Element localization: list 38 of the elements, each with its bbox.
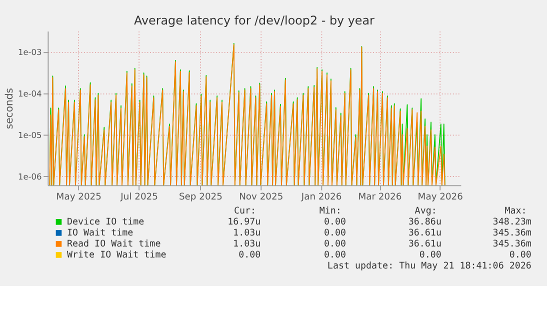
text: 345.36m — [492, 228, 532, 239]
x-tick-label: May 2025 — [56, 191, 102, 202]
text: 0.00 — [324, 228, 346, 239]
text: 348.23m — [492, 216, 532, 228]
x-tick-label: Sep 2025 — [178, 191, 223, 202]
text: 0.00 — [324, 250, 346, 261]
legend-label: IO Wait time — [67, 228, 134, 239]
text: Min: — [319, 206, 342, 217]
y-tick-label: 1e-05 — [18, 130, 42, 140]
y-tick-label: 1e-03 — [18, 47, 42, 58]
text: 0.00 — [419, 250, 442, 261]
chart-title: Average latency for /dev/loop2 - by year — [134, 14, 375, 28]
text: 36.61u — [408, 228, 442, 239]
legend-label: Write IO Wait time — [67, 250, 166, 261]
x-tick-label: Nov 2025 — [239, 191, 284, 202]
x-tick-label: May 2026 — [418, 191, 464, 202]
text: 0.00 — [238, 250, 261, 261]
text: 1.03u — [233, 228, 261, 239]
text: 345.36m — [492, 238, 532, 250]
text: Cur: — [234, 206, 256, 217]
x-tick-label: Jul 2025 — [120, 191, 158, 202]
legend-label: Read IO Wait time — [67, 238, 161, 250]
text: 0.00 — [324, 216, 346, 228]
y-tick-label: 1e-06 — [18, 171, 42, 182]
text: Max: — [504, 206, 527, 217]
text: 36.86u — [408, 216, 442, 228]
text: Avg: — [414, 206, 437, 217]
text: Last update: Thu May 21 18:41:06 2026 — [327, 260, 532, 272]
x-tick-label: Jan 2026 — [300, 191, 342, 202]
text: 1.03u — [233, 238, 261, 250]
y-tick-label: 1e-04 — [18, 88, 42, 99]
legend-label: Device IO time — [67, 216, 144, 228]
y-axis-title: seconds — [4, 88, 16, 130]
text: 36.61u — [408, 238, 442, 250]
text: 0.00 — [509, 250, 532, 261]
x-tick-label: Mar 2026 — [358, 191, 402, 202]
text: 16.97u — [228, 216, 261, 228]
text: 0.00 — [324, 238, 346, 250]
